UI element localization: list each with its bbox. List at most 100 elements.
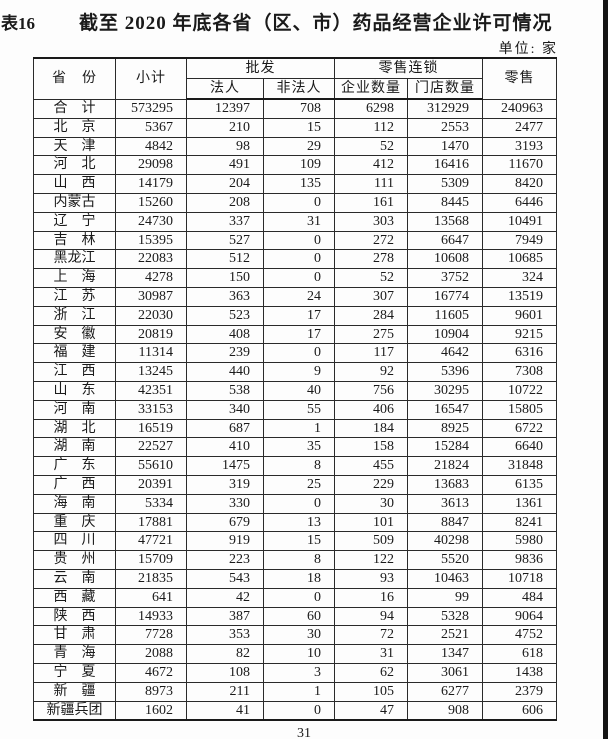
table-row: 广 西 20391 319 25 229 13683 6135	[33, 474, 557, 495]
value-cell: 31848	[482, 456, 557, 476]
value-cell: 72	[334, 625, 408, 646]
value-cell: 93	[334, 568, 408, 589]
value-cell: 5980	[482, 531, 557, 552]
table-row: 广 东 55610 1475 8 455 21824 31848	[33, 456, 557, 476]
value-cell: 204	[186, 174, 264, 194]
table-row: 福 建 11314 239 0 117 4642 6316	[33, 343, 557, 364]
value-cell: 92	[334, 362, 408, 382]
value-cell: 60	[263, 606, 335, 627]
table-row: 新疆兵团 1602 41 0 47 908 606	[33, 700, 557, 721]
value-cell: 11670	[482, 155, 557, 176]
value-cell: 272	[334, 230, 408, 251]
table-row: 辽 宁 24730 337 31 303 13568 10491	[33, 211, 557, 232]
value-cell: 29	[263, 136, 335, 157]
value-cell: 275	[334, 324, 408, 345]
value-cell: 122	[334, 550, 408, 570]
value-cell: 25	[263, 474, 335, 495]
value-cell: 12397	[186, 98, 264, 119]
value-cell: 41	[186, 700, 264, 721]
value-cell: 8925	[407, 418, 483, 439]
value-cell: 679	[186, 512, 264, 533]
value-cell: 708	[263, 98, 335, 119]
value-cell: 6446	[482, 192, 557, 213]
value-cell: 158	[334, 437, 408, 458]
table-row: 重 庆 17881 679 13 101 8847 8241	[33, 512, 557, 533]
value-cell: 30295	[407, 380, 483, 401]
value-cell: 756	[334, 380, 408, 401]
table-row: 新 疆 8973 211 1 105 6277 2379	[33, 681, 557, 702]
value-cell: 319	[186, 474, 264, 495]
value-cell: 0	[263, 343, 335, 364]
value-cell: 111	[334, 174, 408, 194]
value-cell: 9064	[482, 606, 557, 627]
title-row: 表16 截至 2020 年底各省（区、市）药品经营企业许可情况	[0, 8, 568, 35]
table-row: 西 藏 641 42 0 16 99 484	[33, 587, 557, 608]
province-cell: 宁 夏	[33, 662, 116, 683]
province-cell: 新疆兵团	[33, 700, 116, 721]
value-cell: 491	[186, 155, 264, 176]
value-cell: 150	[186, 268, 264, 288]
province-cell: 北 京	[33, 117, 116, 138]
value-cell: 1470	[407, 136, 483, 157]
value-cell: 16774	[407, 286, 483, 307]
value-cell: 8	[263, 550, 335, 570]
value-cell: 35	[263, 437, 335, 458]
value-cell: 8847	[407, 512, 483, 533]
table-row: 湖 南 22527 410 35 158 15284 6640	[33, 437, 557, 458]
value-cell: 523	[186, 305, 264, 326]
province-cell: 辽 宁	[33, 211, 116, 232]
value-cell: 42	[186, 587, 264, 608]
value-cell: 10491	[482, 211, 557, 232]
value-cell: 2477	[482, 117, 557, 138]
value-cell: 10722	[482, 380, 557, 401]
header-row-1: 省 份 小计 批发 零售连锁 零售	[33, 57, 557, 100]
value-cell: 484	[482, 587, 557, 608]
value-cell: 687	[186, 418, 264, 439]
value-cell: 13245	[115, 362, 187, 382]
table-row: 山 东 42351 538 40 756 30295 10722	[33, 380, 557, 401]
value-cell: 42351	[115, 380, 187, 401]
value-cell: 29098	[115, 155, 187, 176]
value-cell: 40	[263, 380, 335, 401]
value-cell: 538	[186, 380, 264, 401]
province-cell: 吉 林	[33, 230, 116, 251]
province-cell: 湖 南	[33, 437, 116, 458]
value-cell: 0	[263, 230, 335, 251]
value-cell: 10904	[407, 324, 483, 345]
col-header-enterprise-count: 企业数量	[334, 78, 408, 100]
value-cell: 55	[263, 399, 335, 420]
value-cell: 284	[334, 305, 408, 326]
table-row: 山 西 14179 204 135 111 5309 8420	[33, 174, 557, 194]
value-cell: 8445	[407, 192, 483, 213]
province-cell: 广 东	[33, 456, 116, 476]
value-cell: 303	[334, 211, 408, 232]
table-row: 青 海 2088 82 10 31 1347 618	[33, 644, 557, 664]
value-cell: 9	[263, 362, 335, 382]
value-cell: 10	[263, 644, 335, 664]
value-cell: 3613	[407, 493, 483, 514]
value-cell: 3752	[407, 268, 483, 288]
value-cell: 1	[263, 681, 335, 702]
value-cell: 33153	[115, 399, 187, 420]
value-cell: 15	[263, 117, 335, 138]
table-row: 江 西 13245 440 9 92 5396 7308	[33, 362, 557, 382]
province-cell: 云 南	[33, 568, 116, 589]
value-cell: 21824	[407, 456, 483, 476]
value-cell: 15395	[115, 230, 187, 251]
table-header: 省 份 小计 批发 零售连锁 零售 法人 非法人 企业数量 门店数量	[33, 57, 557, 100]
value-cell: 16547	[407, 399, 483, 420]
value-cell: 6722	[482, 418, 557, 439]
value-cell: 1	[263, 418, 335, 439]
value-cell: 324	[482, 268, 557, 288]
province-cell: 甘 肃	[33, 625, 116, 646]
value-cell: 1602	[115, 700, 187, 721]
table-number-label: 表16	[1, 14, 35, 33]
value-cell: 16416	[407, 155, 483, 176]
province-cell: 江 西	[33, 362, 116, 382]
table-row: 浙 江 22030 523 17 284 11605 9601	[33, 305, 557, 326]
value-cell: 337	[186, 211, 264, 232]
value-cell: 7308	[482, 362, 557, 382]
value-cell: 30987	[115, 286, 187, 307]
value-cell: 99	[407, 587, 483, 608]
